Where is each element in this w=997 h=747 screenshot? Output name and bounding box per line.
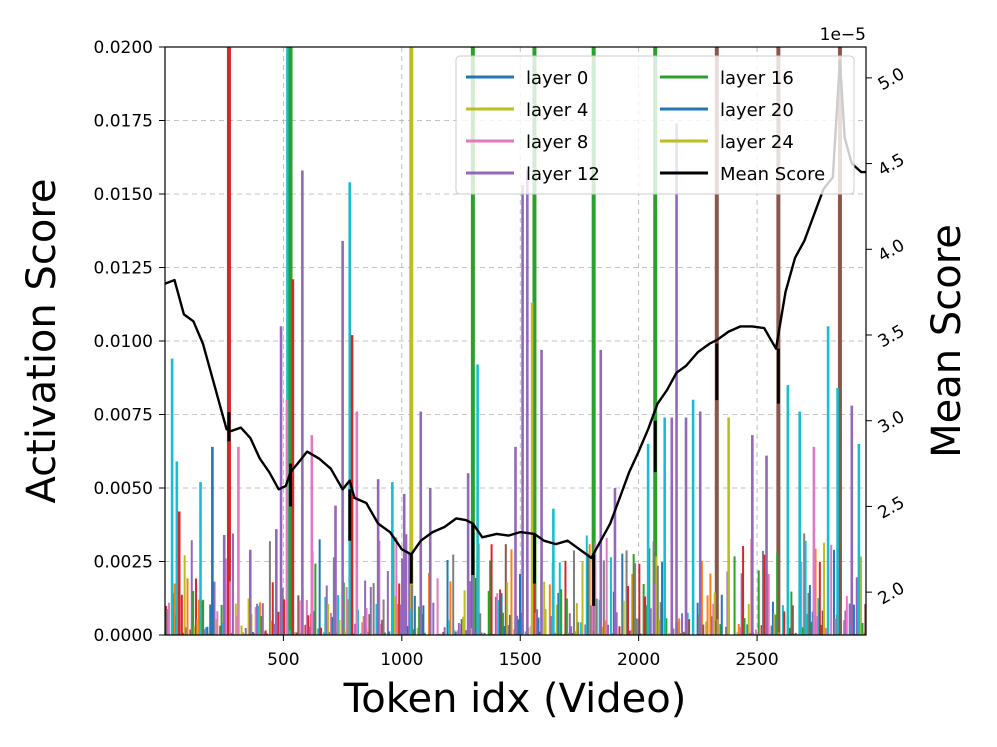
y2-tick-label: 4.0 [875,236,908,267]
y-tick-label: 0.0200 [94,38,153,58]
y2-tick-label: 2.5 [875,493,908,524]
y2-tick-label: 4.5 [875,150,908,181]
x-tick-label: 1500 [499,650,542,670]
legend-box [455,55,855,195]
mean-score-line [164,59,866,560]
grid [165,46,866,636]
y2-tick-label: 2.0 [875,578,908,609]
x-tick-label: 1000 [380,650,423,670]
y2-axis-title: Mean Score [924,224,970,458]
activation-spikes [165,123,867,635]
x-tick-label: 2500 [735,650,778,670]
legend: layer 0 layer 4 layer 8 layer 12 layer 16 lay… [455,55,855,195]
y-tick-label: 0.0025 [94,553,153,573]
y2-exponent-label: 1e−5 [820,25,866,45]
y-tick-label: 0.0000 [94,626,153,646]
y2-tick-label: 3.5 [875,321,908,352]
legend-label: layer 8 [526,132,588,153]
y-tick-label: 0.0125 [94,259,153,279]
legend-label: layer 20 [720,100,794,121]
x-axis-title: Token idx (Video) [343,676,687,722]
y2-axis-ticks: 2.0 2.5 3.0 3.5 4.0 4.5 5.0 [866,64,908,609]
y-tick-label: 0.0100 [94,332,153,352]
legend-label: layer 16 [720,68,794,89]
y2-tick-label: 5.0 [875,64,908,95]
y-tick-label: 0.0075 [94,406,153,426]
y-tick-label: 0.0150 [94,185,153,205]
legend-label: layer 0 [526,68,588,89]
legend-label: Mean Score [720,164,825,185]
y-tick-label: 0.0175 [94,112,153,132]
legend-label: layer 24 [720,132,794,153]
y-axis-title: Activation Score [19,179,65,504]
mean-score-series [164,59,866,606]
legend-label: layer 12 [526,164,600,185]
x-tick-label: 500 [267,650,299,670]
legend-label: layer 4 [526,100,588,121]
x-axis-ticks: 500 1000 1500 2000 2500 [267,635,779,670]
y-tick-label: 0.0050 [94,479,153,499]
y2-tick-label: 3.0 [875,407,908,438]
y-axis-ticks: 0.0000 0.0025 0.0050 0.0075 0.0100 0.0125 0.01… [94,38,165,646]
x-tick-label: 2000 [617,650,660,670]
